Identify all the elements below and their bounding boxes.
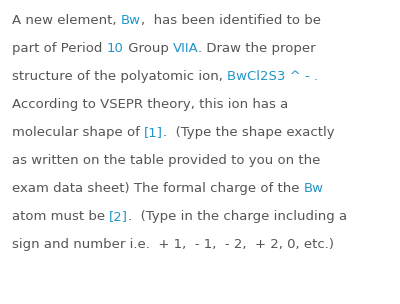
Text: 10: 10 xyxy=(107,42,124,55)
Text: Bw: Bw xyxy=(304,182,324,195)
Text: [2]: [2] xyxy=(109,210,128,223)
Text: ,  has been identified to be: , has been identified to be xyxy=(141,14,321,27)
Text: Group: Group xyxy=(124,42,173,55)
Text: atom must be: atom must be xyxy=(12,210,109,223)
Text: exam data sheet) The formal charge of the: exam data sheet) The formal charge of th… xyxy=(12,182,304,195)
Text: part of Period: part of Period xyxy=(12,42,107,55)
Text: .  (Type the shape exactly: . (Type the shape exactly xyxy=(163,126,335,139)
Text: . Draw the proper: . Draw the proper xyxy=(198,42,316,55)
Text: as written on the table provided to you on the: as written on the table provided to you … xyxy=(12,154,320,167)
Text: VIIA: VIIA xyxy=(173,42,198,55)
Text: BwCl2S3 ^ - .: BwCl2S3 ^ - . xyxy=(227,70,318,83)
Text: molecular shape of: molecular shape of xyxy=(12,126,144,139)
Text: According to VSEPR theory, this ion has a: According to VSEPR theory, this ion has … xyxy=(12,98,288,111)
Text: sign and number i.e.  + 1,  - 1,  - 2,  + 2, 0, etc.): sign and number i.e. + 1, - 1, - 2, + 2,… xyxy=(12,238,334,251)
Text: [1]: [1] xyxy=(144,126,163,139)
Text: A new element,: A new element, xyxy=(12,14,121,27)
Text: Bw: Bw xyxy=(121,14,141,27)
Text: .  (Type in the charge including a: . (Type in the charge including a xyxy=(128,210,348,223)
Text: structure of the polyatomic ion,: structure of the polyatomic ion, xyxy=(12,70,227,83)
